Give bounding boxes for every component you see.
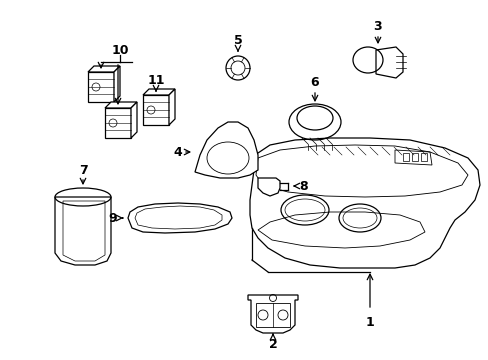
Polygon shape bbox=[105, 108, 131, 138]
Text: 8: 8 bbox=[299, 180, 307, 193]
Polygon shape bbox=[142, 95, 169, 125]
Polygon shape bbox=[114, 66, 120, 102]
Text: 10: 10 bbox=[111, 44, 128, 57]
Polygon shape bbox=[55, 197, 111, 265]
Polygon shape bbox=[105, 102, 137, 108]
Polygon shape bbox=[131, 102, 137, 138]
Polygon shape bbox=[169, 89, 175, 125]
Text: 3: 3 bbox=[373, 21, 382, 33]
Polygon shape bbox=[88, 72, 114, 102]
Text: 1: 1 bbox=[365, 315, 374, 328]
Polygon shape bbox=[247, 295, 297, 333]
Text: 4: 4 bbox=[173, 145, 182, 158]
Text: 11: 11 bbox=[147, 73, 164, 86]
Polygon shape bbox=[88, 66, 120, 72]
Text: 9: 9 bbox=[108, 211, 117, 225]
Text: 2: 2 bbox=[268, 338, 277, 351]
Text: 6: 6 bbox=[310, 76, 319, 89]
Text: 5: 5 bbox=[233, 35, 242, 48]
Polygon shape bbox=[142, 89, 175, 95]
Text: 7: 7 bbox=[79, 163, 87, 176]
Polygon shape bbox=[258, 178, 280, 196]
Polygon shape bbox=[195, 122, 258, 178]
Polygon shape bbox=[249, 138, 479, 268]
Polygon shape bbox=[128, 203, 231, 233]
